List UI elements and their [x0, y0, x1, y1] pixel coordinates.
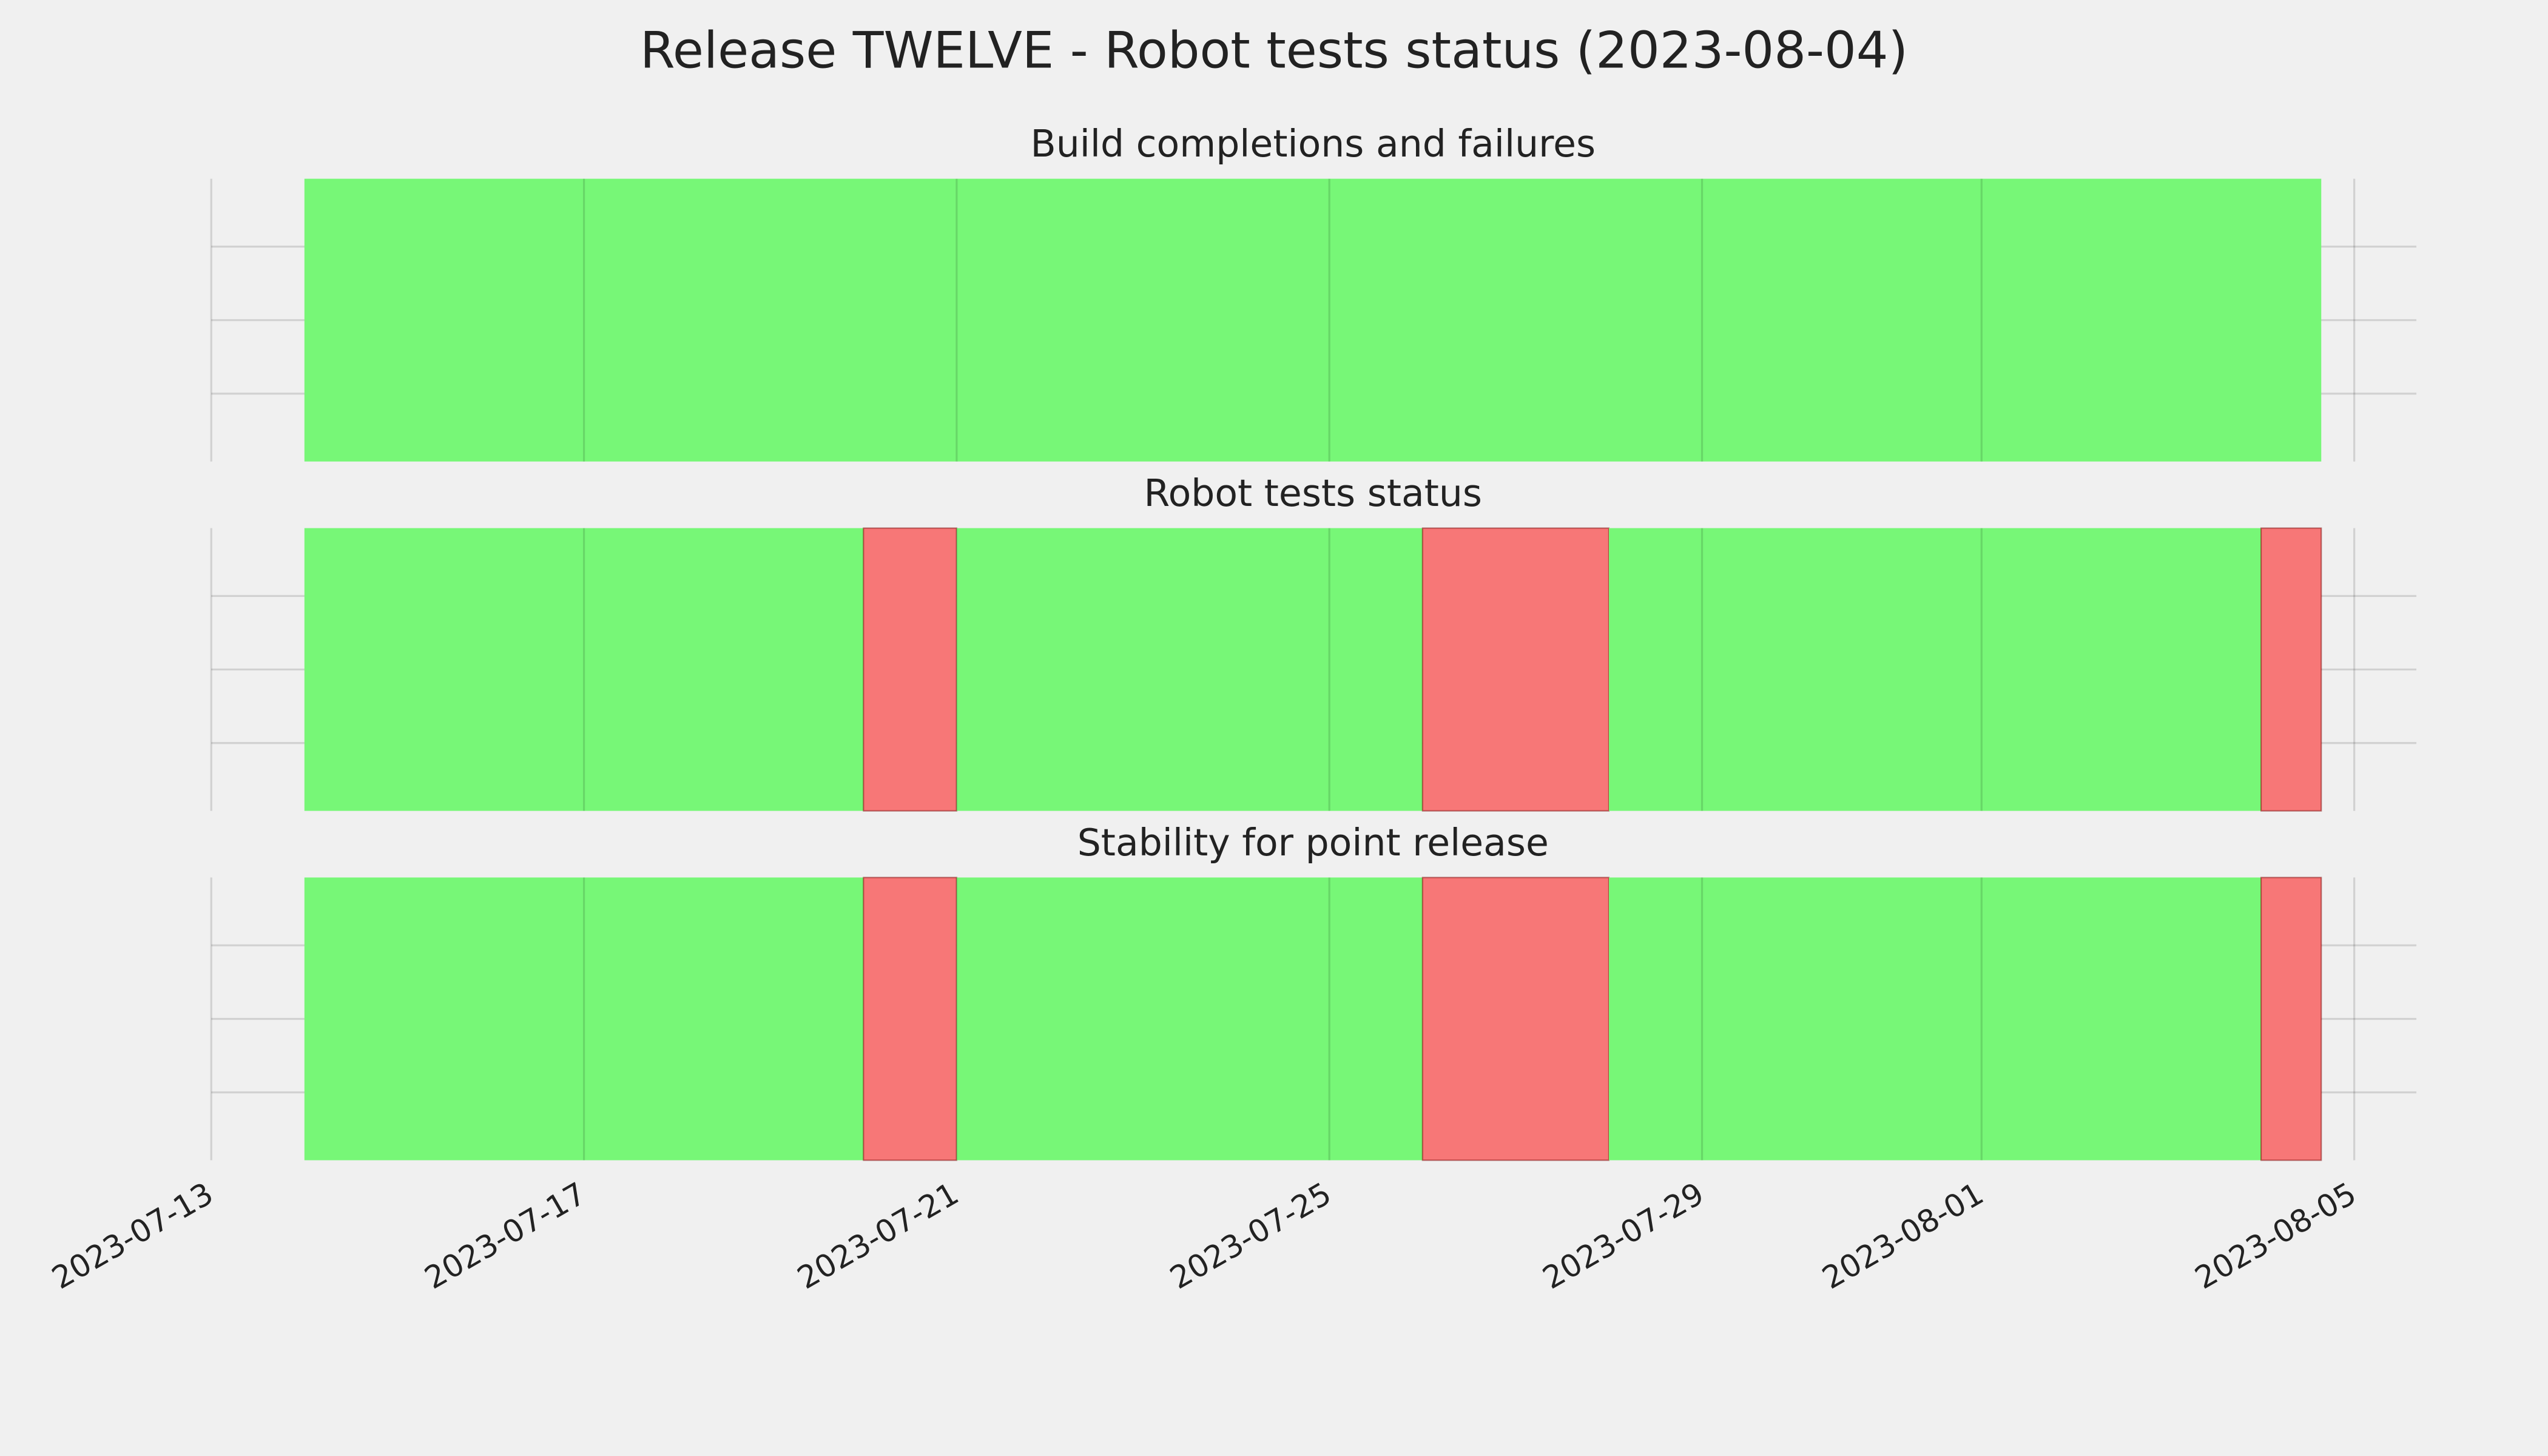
- status-segment: [863, 527, 957, 812]
- status-segment: [2260, 527, 2322, 812]
- status-segment: [956, 528, 1423, 811]
- status-segment: [304, 178, 2322, 462]
- subplot-title: Stability for point release: [1077, 821, 1549, 864]
- status-segment: [304, 528, 864, 811]
- chart-title: Release TWELVE - Robot tests status (202…: [640, 21, 1908, 79]
- status-segment: [1421, 877, 1610, 1161]
- subplot-title: Build completions and failures: [1030, 122, 1596, 166]
- status-segment: [956, 877, 1423, 1161]
- status-segment: [863, 877, 957, 1161]
- status-segment: [1608, 877, 2262, 1161]
- status-segment: [304, 877, 864, 1161]
- subplot-title: Robot tests status: [1144, 471, 1482, 515]
- status-segment: [1421, 527, 1610, 812]
- status-segment: [1608, 528, 2262, 811]
- status-segment: [2260, 877, 2322, 1161]
